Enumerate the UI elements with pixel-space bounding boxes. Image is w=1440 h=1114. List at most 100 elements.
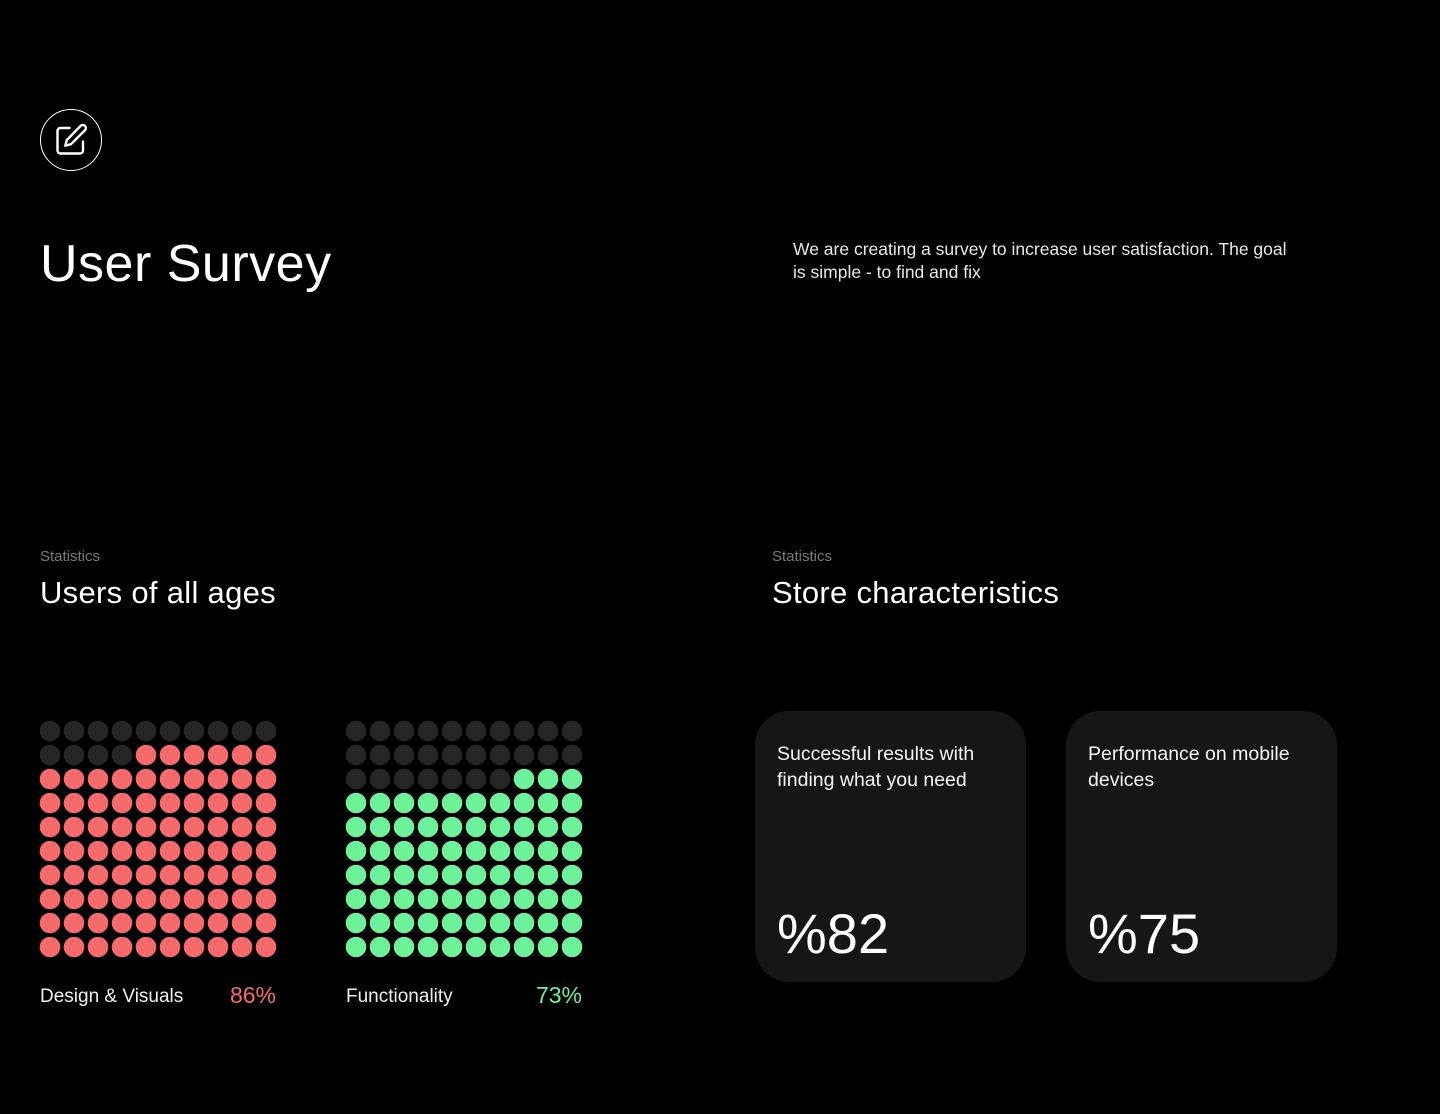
waffle-dot-filled [441,936,463,958]
waffle-dot-filled [417,840,439,862]
waffle-dot-filled [159,864,181,886]
waffle-dot-filled [417,864,439,886]
waffle-dot-filled [39,768,61,790]
waffle-dot-filled [135,792,157,814]
waffle-dot-filled [135,912,157,934]
page-title: User Survey [40,235,332,293]
waffle-dot-filled [393,888,415,910]
waffle-dot-empty [207,720,229,742]
waffle-dot-filled [369,840,391,862]
waffle-dot-filled [489,864,511,886]
waffle-dot-filled [561,912,583,934]
waffle-dot-filled [393,816,415,838]
waffle-dot-filled [39,936,61,958]
waffle-dot-empty [393,720,415,742]
waffle-dot-filled [63,936,85,958]
stat-card-value: %75 [1088,902,1201,965]
waffle-dot-empty [39,744,61,766]
waffle-dot-filled [537,912,559,934]
waffle-dot-filled [183,840,205,862]
waffle-dot-empty [417,720,439,742]
waffle-dot-filled [513,816,535,838]
waffle-dot-empty [393,768,415,790]
ages-section-title: Users of all ages [40,575,276,610]
waffle-dot-filled [255,864,277,886]
waffle-dot-filled [561,768,583,790]
waffle-dot-filled [183,792,205,814]
waffle-dot-filled [465,864,487,886]
waffle-dot-filled [537,936,559,958]
stat-card-value: %82 [777,902,890,965]
waffle-dot-empty [369,768,391,790]
waffle-dot-filled [183,768,205,790]
waffle-dot-filled [63,888,85,910]
waffle-dot-empty [369,720,391,742]
waffle-dot-empty [513,720,535,742]
waffle-dot-filled [255,912,277,934]
waffle-dot-filled [87,936,109,958]
waffle-dot-filled [255,936,277,958]
waffle-dot-filled [87,816,109,838]
waffle-dot-filled [135,816,157,838]
waffle-dot-empty [111,720,133,742]
waffle-dot-filled [111,912,133,934]
waffle-dot-filled [393,864,415,886]
waffle-dot-filled [345,912,367,934]
waffle-dot-filled [513,936,535,958]
waffle-dot-empty [135,720,157,742]
waffle-dot-empty [489,744,511,766]
waffle-dot-empty [63,744,85,766]
waffle-dot-filled [159,840,181,862]
waffle-dot-filled [135,888,157,910]
waffle-dot-filled [441,888,463,910]
waffle-dot-filled [159,816,181,838]
stat-card-search-results[interactable]: Successful results with finding what you… [755,711,1026,982]
waffle-dot-empty [489,768,511,790]
waffle-dot-filled [489,840,511,862]
waffle-dot-filled [513,912,535,934]
waffle-dot-filled [111,792,133,814]
waffle-dot-empty [87,720,109,742]
waffle-dot-filled [465,840,487,862]
waffle-dot-filled [489,888,511,910]
waffle-dot-filled [537,792,559,814]
waffle-dot-filled [87,912,109,934]
waffle-dot-filled [159,768,181,790]
waffle-dot-filled [87,888,109,910]
waffle-dot-filled [255,816,277,838]
waffle-dot-filled [231,888,253,910]
waffle-dot-filled [537,840,559,862]
waffle-dot-filled [441,840,463,862]
waffle-dot-filled [63,792,85,814]
waffle-dot-filled [183,744,205,766]
waffle-dot-filled [39,792,61,814]
waffle-dot-filled [489,792,511,814]
waffle-dot-filled [207,816,229,838]
waffle-dot-filled [183,912,205,934]
waffle-dot-filled [39,912,61,934]
waffle-dot-filled [159,792,181,814]
waffle-dot-filled [63,840,85,862]
waffle-dot-filled [87,792,109,814]
waffle-dot-filled [513,840,535,862]
waffle-dot-empty [111,744,133,766]
waffle-dot-filled [111,864,133,886]
stat-card-mobile-performance[interactable]: Performance on mobile devices %75 [1066,711,1337,982]
waffle-dot-empty [441,768,463,790]
waffle-dot-filled [393,912,415,934]
waffle-dot-empty [537,744,559,766]
waffle-dot-filled [465,792,487,814]
waffle-dot-filled [207,912,229,934]
waffle-dot-filled [135,768,157,790]
waffle-dot-empty [489,720,511,742]
edit-button[interactable] [40,109,102,171]
waffle-dot-empty [393,744,415,766]
waffle-dot-filled [513,792,535,814]
waffle-dot-empty [369,744,391,766]
waffle-dot-filled [231,792,253,814]
waffle-dot-filled [513,768,535,790]
waffle-dot-filled [159,912,181,934]
waffle-dot-filled [369,816,391,838]
waffle-dot-filled [111,888,133,910]
